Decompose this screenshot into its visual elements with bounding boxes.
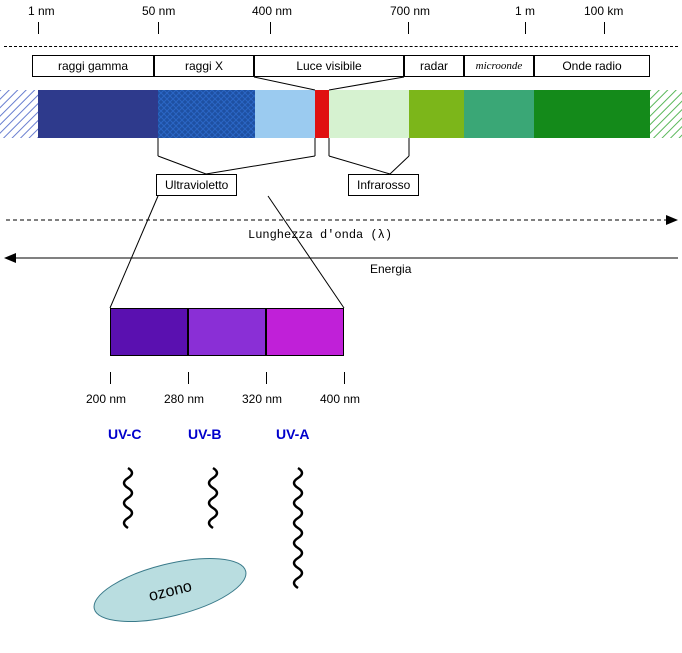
uv-tick [110,372,111,384]
uv-b-name: UV-B [188,426,221,442]
wave-uva [288,466,308,594]
uv-a-seg [266,308,344,356]
uv-expand-lines [0,0,682,320]
uv-b-seg [188,308,266,356]
uv-tick [266,372,267,384]
wave-uvc [118,466,138,530]
uv-c-seg [110,308,188,356]
uv-tick-320: 320 nm [242,392,282,406]
ozono-ellipse: ozono [60,540,280,640]
uv-tick-280: 280 nm [164,392,204,406]
uv-a-name: UV-A [276,426,309,442]
uv-tick-200: 200 nm [86,392,126,406]
uv-tick [188,372,189,384]
wave-uvb [203,466,223,530]
uv-tick [344,372,345,384]
uv-tick-400: 400 nm [320,392,360,406]
uv-c-name: UV-C [108,426,141,442]
